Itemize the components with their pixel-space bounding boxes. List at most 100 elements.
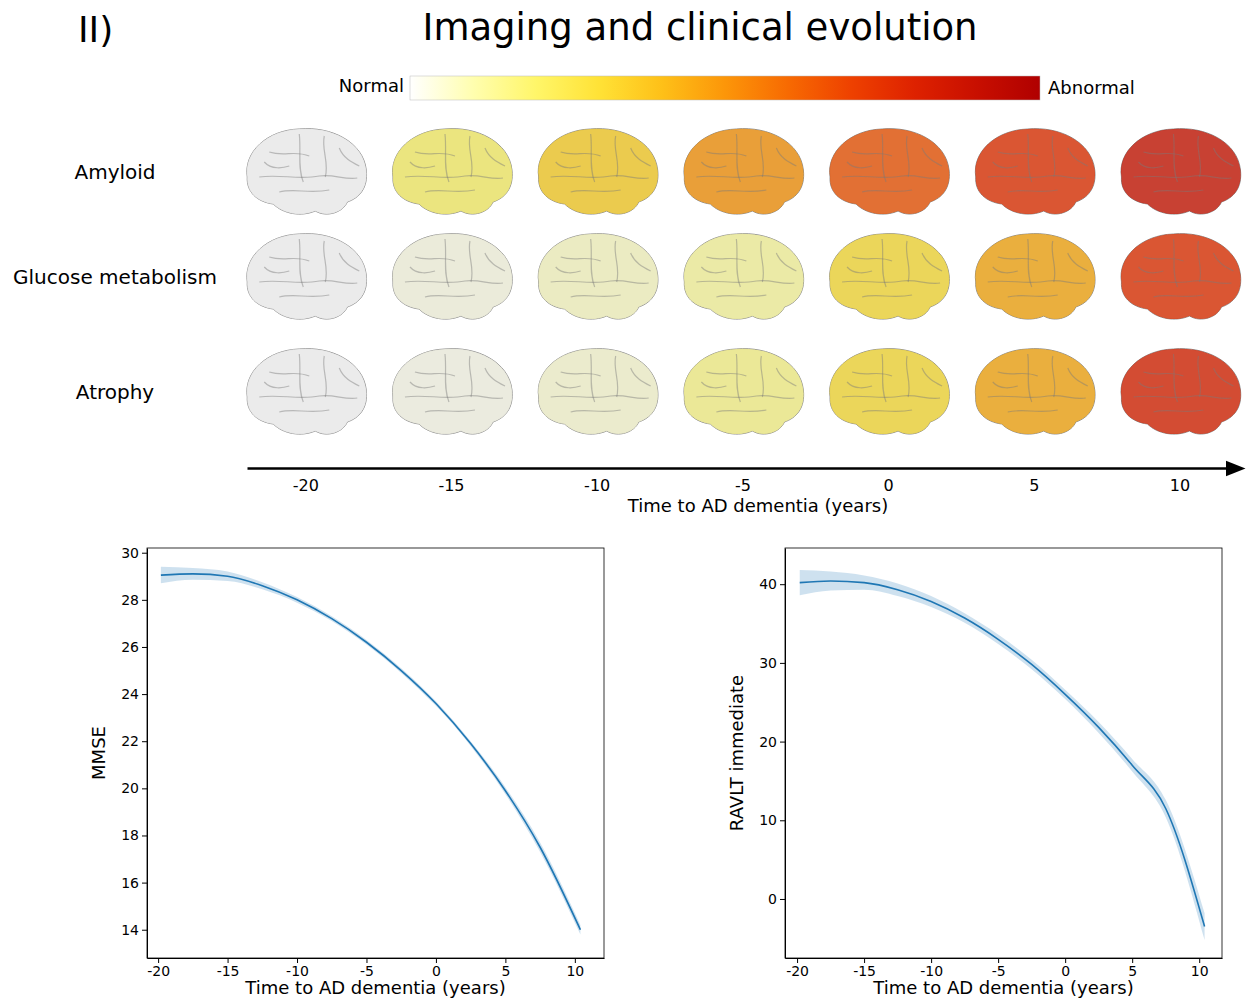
plot-frame <box>785 548 1222 958</box>
row-label: Amyloid <box>74 160 155 184</box>
sulcus <box>993 267 1018 273</box>
sulcus <box>571 190 621 192</box>
sulcus <box>1068 148 1088 166</box>
sulcus <box>761 136 764 177</box>
tick-mark <box>142 741 147 742</box>
brain-base <box>247 349 367 434</box>
sulcus <box>415 152 455 156</box>
plot-marks <box>161 567 580 935</box>
brain-base <box>684 349 804 434</box>
sulcus <box>1068 368 1088 386</box>
sulcus <box>485 148 505 166</box>
brain <box>247 349 367 434</box>
sulcus <box>922 368 942 386</box>
sulcus <box>1028 239 1032 287</box>
sulcus <box>299 354 303 402</box>
brain-cell <box>684 234 804 319</box>
brain-cell <box>1121 129 1241 214</box>
brain-cell <box>1121 234 1241 319</box>
sulcus <box>847 267 872 273</box>
x-axis: -20-15-10-50510 <box>786 958 1223 979</box>
sulcus <box>551 396 649 399</box>
sulcus <box>842 281 940 284</box>
sulcus <box>1198 136 1201 177</box>
brain <box>538 234 658 319</box>
sulcus <box>561 152 601 156</box>
sulcus <box>615 136 618 177</box>
sulcus <box>716 295 766 297</box>
sulcus <box>299 239 303 287</box>
tick: 28 <box>121 592 147 608</box>
sulcus <box>631 368 651 386</box>
tick-label: 22 <box>121 733 139 749</box>
sulcus <box>339 253 359 271</box>
sulcus <box>842 396 940 399</box>
sulcus <box>988 281 1086 284</box>
sulcus <box>906 241 909 282</box>
brain-base <box>684 129 804 214</box>
sulcus <box>279 295 329 297</box>
sulcus <box>445 354 449 402</box>
tick-label: 24 <box>121 686 139 702</box>
brain-cell <box>393 234 513 319</box>
brain-base <box>247 234 367 319</box>
sulcus <box>415 372 455 376</box>
sulcus <box>1173 354 1177 402</box>
figure: II)Imaging and clinical evolutionNormalA… <box>0 0 1259 1007</box>
brain-base <box>393 349 513 434</box>
sulcus <box>571 410 621 412</box>
sulcus <box>736 354 740 402</box>
brain-base <box>830 234 950 319</box>
sulcus <box>1143 372 1183 376</box>
line <box>800 581 1205 926</box>
brain-base <box>538 234 658 319</box>
sulcus <box>1028 354 1032 402</box>
tick: 22 <box>121 733 147 749</box>
tick-mark <box>142 647 147 648</box>
tick: 40 <box>759 576 785 592</box>
brain-cell <box>684 349 804 434</box>
tick: -5 <box>360 958 374 979</box>
sulcus <box>1143 257 1183 261</box>
sulcus <box>1198 241 1201 282</box>
sulcus <box>1213 368 1233 386</box>
sulcus <box>1143 152 1183 156</box>
brain-cell <box>975 234 1095 319</box>
brain-cell <box>393 349 513 434</box>
sulcus <box>1138 267 1163 273</box>
sulcus <box>847 162 872 168</box>
sulcus <box>551 281 649 284</box>
axis-title: MMSE <box>88 726 109 780</box>
brain-base <box>1121 129 1241 214</box>
tick: 14 <box>121 922 147 938</box>
sulcus <box>1173 134 1177 182</box>
sulcus <box>1153 410 1203 412</box>
sulcus <box>405 281 503 284</box>
brain-base <box>538 129 658 214</box>
sulcus <box>551 176 649 179</box>
brain-cell <box>830 129 950 214</box>
axis-title: RAVLT immediate <box>726 675 747 831</box>
tick-label: -15 <box>438 476 464 495</box>
sulcus <box>1008 295 1058 297</box>
brain-cell <box>393 129 513 214</box>
sulcus <box>696 281 794 284</box>
sulcus <box>1008 410 1058 412</box>
tick: 10 <box>1191 958 1209 979</box>
brain <box>1121 234 1241 319</box>
sulcus <box>1068 253 1088 271</box>
axis-line <box>248 467 1230 470</box>
sulcus <box>339 368 359 386</box>
brain <box>538 349 658 434</box>
sulcus <box>701 267 726 273</box>
brain <box>538 129 658 214</box>
brain-base <box>1121 349 1241 434</box>
sulcus <box>324 136 327 177</box>
sulcus <box>993 382 1018 388</box>
confidence-band <box>800 570 1205 940</box>
sulcus <box>1133 281 1231 284</box>
brain-cell <box>538 129 658 214</box>
tick: 5 <box>501 958 510 979</box>
sulcus <box>485 368 505 386</box>
brain <box>393 349 513 434</box>
